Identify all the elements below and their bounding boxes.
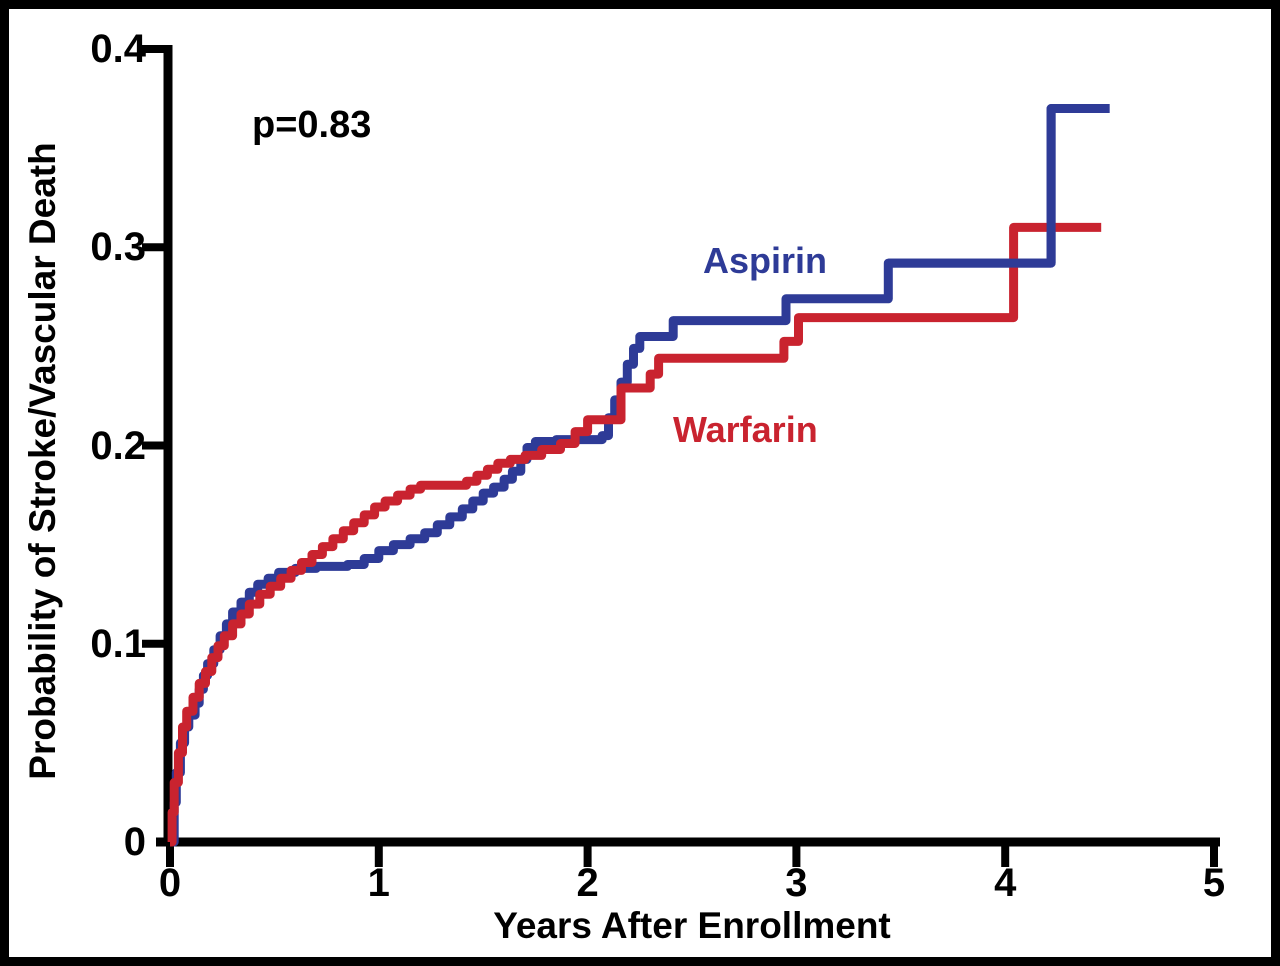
y-tick-label-0.4: 0.4 xyxy=(90,27,146,71)
x-tick-label-0: 0 xyxy=(158,861,182,905)
y-tick-label-0.2: 0.2 xyxy=(90,423,146,468)
aspirin-curve-tail xyxy=(888,104,1110,268)
y-tick-label-0: 0 xyxy=(123,820,146,864)
y-tick-label-0.1: 0.1 xyxy=(90,621,146,666)
x-tick-label-5: 5 xyxy=(1202,861,1226,905)
warfarin-curve xyxy=(167,222,1102,847)
x-tick-label-2: 2 xyxy=(576,861,599,905)
km-plot xyxy=(142,45,1220,867)
series-label-aspirin: Aspirin xyxy=(703,240,828,281)
aspirin-curve xyxy=(169,104,1110,847)
x-tick-label-1: 1 xyxy=(367,861,390,905)
x-tick-label-4: 4 xyxy=(994,861,1017,905)
x-axis-title: Years After Enrollment xyxy=(493,905,891,946)
series-label-warfarin: Warfarin xyxy=(673,409,818,450)
y-tick-label-0.3: 0.3 xyxy=(90,225,146,270)
x-tick-label-3: 3 xyxy=(785,861,808,905)
p-value-annotation: p=0.83 xyxy=(252,104,372,146)
